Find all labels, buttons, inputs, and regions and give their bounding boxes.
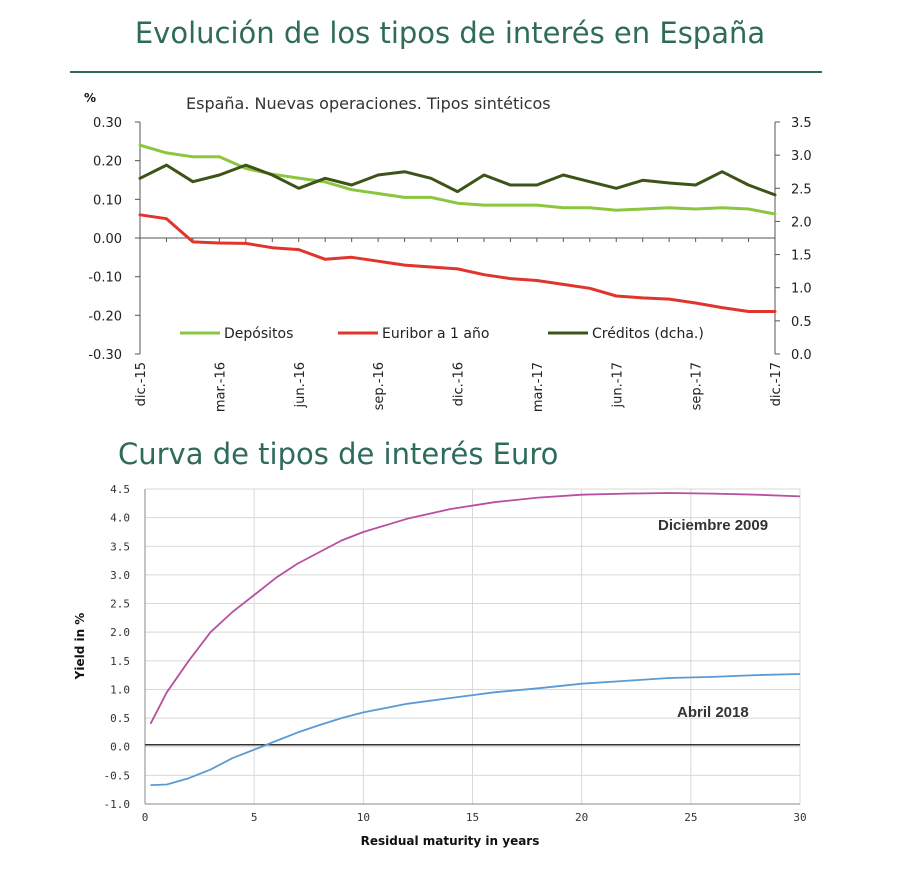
y-tick-label: 3.5 bbox=[110, 540, 130, 553]
x-tick-label: 20 bbox=[575, 811, 588, 824]
y-unit-label: % bbox=[84, 91, 96, 105]
title-divider bbox=[70, 71, 822, 73]
x-tick-label: 5 bbox=[251, 811, 258, 824]
x-tick-label: 15 bbox=[466, 811, 479, 824]
y-right-tick-label: 3.5 bbox=[791, 116, 812, 131]
y-right-tick-label: 2.0 bbox=[791, 215, 812, 230]
legend-label-1: Euribor a 1 año bbox=[382, 326, 489, 342]
x-tick-label: mar.-17 bbox=[531, 362, 546, 412]
y-axis-label: Yield in % bbox=[73, 613, 87, 681]
x-tick-label: jun.-17 bbox=[610, 362, 625, 408]
series-line-0 bbox=[138, 143, 777, 216]
y-right-tick-label: 0.0 bbox=[791, 348, 812, 363]
page-title-bottom: Curva de tipos de interés Euro bbox=[118, 437, 559, 471]
x-tick-label: 30 bbox=[793, 811, 806, 824]
y-left-tick-label: -0.20 bbox=[88, 309, 122, 324]
y-right-tick-label: 3.0 bbox=[791, 149, 812, 164]
yield-curve-0 bbox=[149, 492, 801, 725]
y-tick-label: 4.0 bbox=[110, 512, 130, 525]
y-tick-label: -0.5 bbox=[104, 769, 131, 782]
series-line-2 bbox=[138, 163, 777, 197]
y-left-tick-label: 0.20 bbox=[93, 155, 122, 170]
x-tick-label: 25 bbox=[684, 811, 697, 824]
y-left-tick-label: 0.30 bbox=[93, 116, 122, 131]
y-tick-label: 2.0 bbox=[110, 626, 130, 639]
spain-rates-chart: % España. Nuevas operaciones. Tipos sint… bbox=[84, 91, 812, 412]
page-title-top: Evolución de los tipos de interés en Esp… bbox=[134, 16, 766, 50]
y-tick-label: 2.5 bbox=[110, 598, 130, 611]
y-tick-label: -1.0 bbox=[104, 798, 131, 811]
y-tick-label: 0.0 bbox=[110, 741, 130, 754]
x-tick-label: mar.-16 bbox=[213, 362, 228, 412]
x-tick-label: 0 bbox=[142, 811, 149, 824]
x-tick-label: sep.-17 bbox=[690, 362, 705, 410]
x-tick-label: 10 bbox=[357, 811, 370, 824]
x-tick-label: dic.-15 bbox=[134, 362, 149, 406]
x-tick-label: jun.-16 bbox=[293, 362, 308, 408]
euro-yield-curve-chart: 4.5 4.0 3.5 3.0 2.5 2.0 1.5 1.0 0.5 0.0 -0.5 -1.0 0 5… bbox=[73, 483, 807, 848]
x-tick-label: dic.-17 bbox=[769, 362, 784, 406]
y-right-tick-label: 1.0 bbox=[791, 282, 812, 297]
y-tick-label: 3.0 bbox=[110, 569, 130, 582]
legend-label-0: Depósitos bbox=[224, 326, 293, 342]
annotation-abril-2018: Abril 2018 bbox=[677, 704, 749, 721]
x-tick-label: sep.-16 bbox=[372, 362, 387, 410]
y-left-tick-label: 0.10 bbox=[93, 193, 122, 208]
chart-subtitle: España. Nuevas operaciones. Tipos sintét… bbox=[186, 94, 551, 113]
y-tick-label: 1.0 bbox=[110, 683, 130, 696]
y-right-tick-label: 2.5 bbox=[791, 182, 812, 197]
x-axis-label: Residual maturity in years bbox=[361, 834, 540, 848]
annotation-diciembre-2009: Diciembre 2009 bbox=[658, 517, 768, 534]
x-tick-label: dic.-16 bbox=[452, 362, 467, 406]
y-tick-label: 4.5 bbox=[110, 483, 130, 496]
y-left-tick-label: -0.30 bbox=[88, 348, 122, 363]
legend-label-2: Créditos (dcha.) bbox=[592, 326, 704, 342]
y-right-tick-label: 0.5 bbox=[791, 315, 812, 330]
series-line-1 bbox=[138, 213, 777, 313]
yield-curve-1 bbox=[150, 673, 801, 786]
y-tick-label: 0.5 bbox=[110, 712, 130, 725]
y-left-tick-label: -0.10 bbox=[88, 271, 122, 286]
y-right-tick-label: 1.5 bbox=[791, 249, 812, 264]
y-tick-label: 1.5 bbox=[110, 655, 130, 668]
y-left-tick-label: 0.00 bbox=[93, 232, 122, 247]
